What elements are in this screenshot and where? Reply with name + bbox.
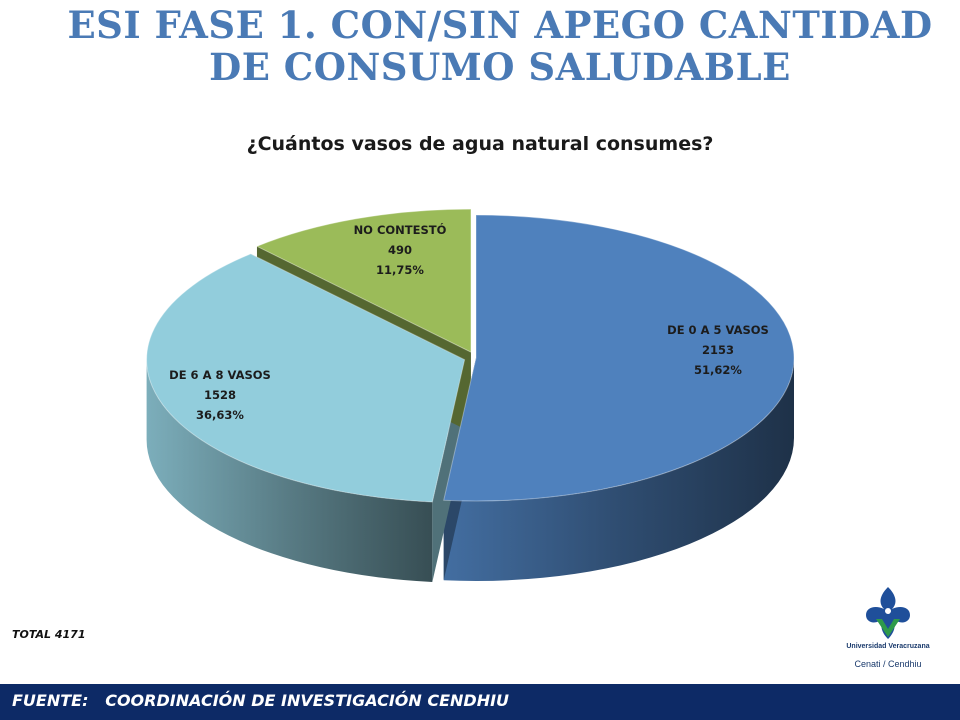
university-logo: Universidad Veracruzana Cenati / Cendhiu — [826, 583, 950, 683]
slice-label-text: DE 6 A 8 VASOS — [169, 368, 271, 382]
slice-label-no-contesto: NO CONTESTÓ 490 11,75% — [330, 220, 470, 280]
slice-percent: 36,63% — [196, 408, 244, 422]
department-name: Cenati / Cendhiu — [854, 659, 922, 669]
slice-label-6-8-vasos: DE 6 A 8 VASOS 1528 36,63% — [150, 365, 290, 425]
footer-bar: FUENTE: COORDINACIÓN DE INVESTIGACIÓN CE… — [0, 684, 960, 720]
footer-source: FUENTE: COORDINACIÓN DE INVESTIGACIÓN CE… — [12, 691, 510, 710]
pie-slice-side-0-0 — [443, 358, 794, 581]
slice-value: 490 — [387, 243, 412, 257]
flower-emblem-icon — [866, 587, 910, 639]
pie-slice-top-1 — [146, 253, 466, 503]
slice-label-0-5-vasos: DE 0 A 5 VASOS 2153 51,62% — [648, 320, 788, 380]
slice-percent: 51,62% — [694, 363, 742, 377]
pie-slice-top-0 — [443, 214, 795, 502]
slice-value: 2153 — [701, 343, 734, 357]
pie-slice-side-1-0 — [146, 359, 433, 582]
chart-title: ¿Cuántos vasos de agua natural consumes? — [246, 133, 714, 155]
slide-title: ESI FASE 1. CON/SIN APEGO CANTIDAD DE CO… — [67, 3, 933, 89]
slice-value: 1528 — [203, 388, 236, 402]
slice-label-text: NO CONTESTÓ — [353, 223, 447, 237]
pie-slice-top-2 — [255, 208, 472, 353]
total-label: TOTAL 4171 — [12, 628, 86, 641]
university-name: Universidad Veracruzana — [846, 643, 930, 650]
slice-label-text: DE 0 A 5 VASOS — [667, 323, 769, 337]
slice-percent: 11,75% — [376, 263, 424, 277]
